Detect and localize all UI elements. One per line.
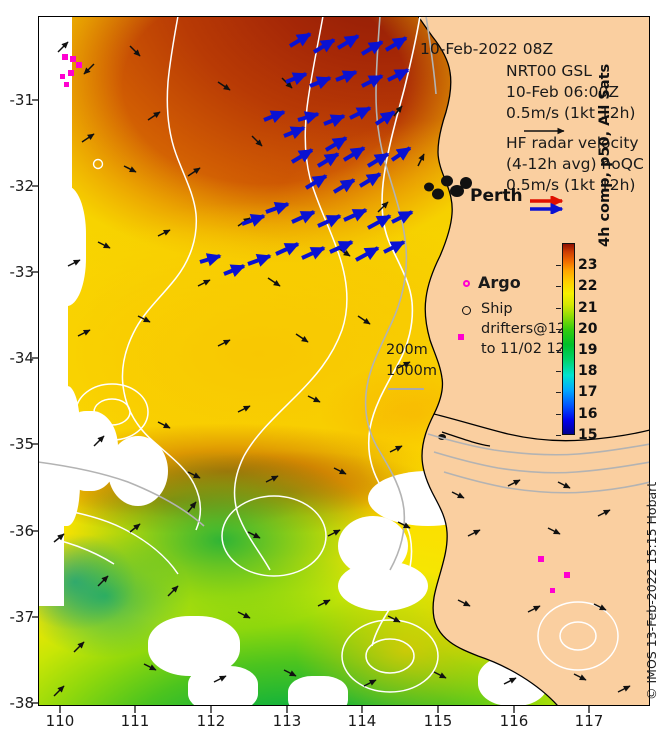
gsl-scale-arrow-key	[524, 127, 565, 135]
ship-track-markers	[92, 158, 104, 170]
scale-bar	[388, 388, 424, 390]
annotation-gsl-scale: 0.5m/s (1kt 12h)	[506, 104, 636, 122]
nodata-patch	[288, 676, 348, 706]
annotation-gsl-time: 10-Feb 06:00Z	[506, 83, 619, 101]
colorbar[interactable]	[562, 243, 575, 435]
x-tick-label: 115	[423, 712, 453, 730]
annotation-hfradar-title: HF radar velocity	[506, 134, 639, 152]
colorbar-title: 4h comp, p50, All Sats	[597, 63, 613, 247]
nodata-patch	[38, 16, 72, 216]
contour-200m-offshore	[38, 16, 619, 693]
annotation-gsl-product: NRT00 GSL	[506, 62, 592, 80]
map-plot-area[interactable]: 10-Feb-2022 08Z NRT00 GSL 10-Feb 06:00Z …	[38, 16, 650, 706]
hfradar-scale-arrow-key	[530, 196, 564, 214]
x-tick-label: 111	[120, 712, 150, 730]
nodata-patch	[338, 561, 428, 611]
annotation-hfradar-scale: 0.5m/s (1kt 12h)	[506, 176, 636, 194]
colorbar-tick-label: 18	[578, 363, 598, 379]
argo-legend-marker	[463, 280, 470, 287]
y-tick-label: -37	[9, 608, 35, 626]
legend-argo-label: Argo	[478, 273, 521, 292]
map-vector-overlay	[38, 16, 650, 706]
copyright-text: © IMOS 13-Feb-2022 15:15 Hobart	[644, 481, 659, 700]
y-axis-ticks	[32, 99, 39, 704]
y-tick-label: -35	[9, 435, 35, 453]
colorbar-tick-label: 23	[578, 257, 598, 273]
gsl-velocity-vectors	[53, 41, 631, 697]
colorbar-tick-label: 16	[578, 406, 598, 422]
contour-200m	[367, 16, 421, 647]
x-tick-label: 110	[45, 712, 75, 730]
argo-float-markers	[60, 54, 570, 593]
annotation-hfradar-sub: (4-12h avg) noQC	[506, 155, 644, 173]
colorbar-tick-label: 21	[578, 300, 598, 316]
colorbar-tick-label: 19	[578, 342, 598, 358]
nodata-patch	[108, 436, 168, 506]
depth-label-200m: 200m	[386, 342, 428, 358]
x-tick-label: 112	[196, 712, 226, 730]
y-tick-label: -33	[9, 263, 35, 281]
coastal-islands	[424, 175, 472, 440]
x-axis-ticks	[59, 706, 590, 713]
x-tick-label: 114	[347, 712, 377, 730]
colorbar-tick-label: 17	[578, 384, 598, 400]
nodata-patch	[38, 256, 68, 406]
legend-drifters-label: drifters@12	[481, 321, 567, 337]
ship-legend-marker	[462, 306, 471, 315]
colorbar-tick-label: 20	[578, 321, 598, 337]
colorbar-tick-label: 15	[578, 427, 598, 443]
annotation-date: 10-Feb-2022 08Z	[420, 40, 554, 58]
legend-drifters-to-label: to 11/02 12:	[481, 341, 570, 357]
nodata-patch	[188, 666, 258, 706]
south-coastline	[433, 413, 650, 447]
x-tick-label: 117	[574, 712, 604, 730]
y-tick-label: -38	[9, 694, 35, 712]
city-label-perth: Perth	[470, 186, 523, 206]
x-tick-label: 113	[272, 712, 302, 730]
colorbar-tick-label: 22	[578, 278, 598, 294]
y-tick-label: -31	[9, 91, 35, 109]
depth-label-1000m: 1000m	[386, 363, 438, 379]
legend-ship-label: Ship	[481, 301, 513, 317]
y-tick-label: -32	[9, 177, 35, 195]
y-tick-label: -36	[9, 522, 35, 540]
contour-1000m	[38, 16, 650, 571]
y-tick-label: -34	[9, 349, 35, 367]
hf-radar-vectors	[199, 32, 414, 278]
x-tick-label: 116	[499, 712, 529, 730]
